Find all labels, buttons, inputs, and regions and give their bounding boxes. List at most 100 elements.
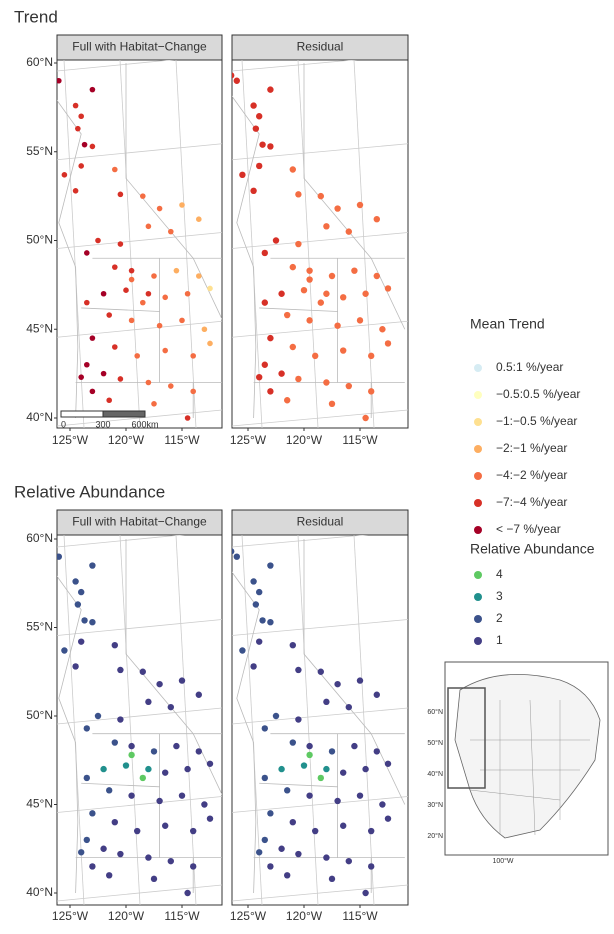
legend-label: −1:−0.5 %/year: [496, 414, 577, 428]
site-dot: [190, 827, 197, 835]
inset-lat-label: 30°N: [427, 801, 443, 809]
site-dot: [145, 765, 152, 773]
site-dot: [72, 102, 79, 109]
grid-line: [232, 707, 408, 725]
site-dot: [168, 228, 174, 235]
site-dot: [328, 272, 336, 280]
legend-label: −2:−1 %/year: [496, 441, 567, 455]
site-dot: [50, 73, 56, 79]
legend-label: −0.5:0.5 %/year: [496, 387, 580, 401]
legend-label: 4: [496, 567, 503, 581]
legend-label: −4:−2 %/year: [496, 468, 567, 482]
site-dot: [356, 677, 364, 684]
inset-lat-label: 40°N: [427, 770, 443, 778]
scale-bar-a: [60, 410, 104, 418]
map-area: [50, 535, 222, 905]
site-dot: [75, 125, 81, 132]
site-dot: [190, 353, 196, 359]
scale-label: 300: [95, 419, 110, 429]
site-dot: [289, 819, 296, 826]
site-dot: [261, 299, 268, 306]
site-dot: [278, 290, 285, 297]
site-dot: [81, 141, 88, 148]
legend-label: 3: [496, 589, 503, 603]
site-dot: [89, 863, 96, 870]
site-dot: [184, 290, 191, 297]
site-dot: [351, 742, 358, 750]
site-dot: [252, 601, 260, 608]
grid-line: [57, 619, 222, 636]
lon-label: 115°W: [164, 433, 200, 447]
site-dot: [128, 742, 135, 750]
grid-line: [119, 535, 141, 905]
site-dot: [50, 548, 56, 554]
site-dot: [72, 578, 79, 585]
site-dot: [78, 588, 85, 596]
lat-label: 55°N: [26, 620, 53, 634]
legend-title: Mean Trend: [470, 316, 545, 332]
site-dot: [362, 414, 369, 422]
site-dot: [295, 666, 302, 674]
grid-line: [232, 60, 358, 72]
grid-line: [57, 143, 222, 161]
site-dot: [74, 601, 82, 608]
site-dot: [78, 374, 84, 380]
site-dot: [239, 171, 246, 179]
site-dot: [128, 751, 135, 759]
site-dot: [373, 272, 380, 280]
lat-label: 60°N: [26, 55, 53, 69]
lon-label: 115°W: [342, 909, 378, 923]
grid-line: [241, 535, 263, 905]
site-dot: [139, 668, 146, 675]
site-dot: [84, 250, 90, 256]
inset-map: 60°N 50°N 40°N 30°N 20°N 100°W: [427, 661, 609, 865]
legend-key: [474, 593, 482, 601]
site-dot: [117, 241, 124, 247]
site-dot: [83, 774, 91, 782]
site-dot: [323, 379, 330, 386]
site-dot: [323, 765, 330, 773]
site-dot: [145, 290, 152, 297]
grid-line: [175, 60, 197, 428]
site-dot: [373, 216, 380, 223]
site-dot: [195, 691, 202, 698]
lat-label: 50°N: [26, 233, 53, 247]
site-dot: [151, 401, 157, 407]
site-dot: [106, 872, 113, 879]
inset-lat-label: 60°N: [427, 708, 443, 716]
site-dot: [368, 827, 375, 835]
site-dot: [334, 797, 341, 805]
site-dot: [173, 742, 180, 750]
site-dot: [89, 335, 96, 341]
site-dot: [256, 373, 263, 381]
grid-line: [297, 60, 319, 428]
site-dot: [151, 273, 157, 279]
panel-title: Full with Habitat−Change: [72, 40, 207, 54]
site-dot: [267, 86, 274, 93]
site-dot: [233, 77, 240, 84]
grid-line: [57, 707, 222, 725]
site-dot: [112, 166, 118, 173]
site-dot: [145, 223, 152, 230]
site-dot: [259, 617, 266, 624]
site-dot: [306, 276, 313, 283]
site-dot: [207, 285, 213, 292]
section-title: Trend: [14, 7, 58, 26]
site-dot: [256, 588, 263, 596]
site-dot: [117, 716, 124, 723]
panel-title: Residual: [297, 515, 344, 529]
site-dot: [334, 205, 341, 212]
site-dot: [306, 742, 313, 750]
lon-label: 120°W: [108, 433, 145, 447]
site-dot: [89, 388, 96, 395]
lon-label: 115°W: [342, 433, 378, 447]
site-dot: [72, 663, 79, 670]
site-dot: [150, 875, 158, 883]
site-dot: [340, 347, 347, 354]
site-dot: [328, 400, 336, 407]
site-dot: [72, 188, 79, 194]
site-dot: [145, 379, 152, 386]
site-dot: [351, 267, 358, 274]
site-dot: [233, 553, 240, 560]
